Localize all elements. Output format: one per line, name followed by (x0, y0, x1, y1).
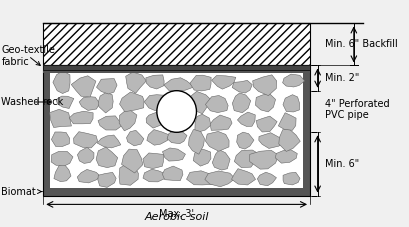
Polygon shape (279, 130, 300, 151)
Polygon shape (210, 115, 232, 130)
Polygon shape (51, 151, 73, 165)
Polygon shape (283, 172, 300, 185)
Polygon shape (53, 71, 70, 94)
Polygon shape (54, 164, 71, 182)
Text: Biomat: Biomat (1, 187, 42, 197)
Polygon shape (49, 109, 72, 128)
Bar (50, 73, 303, 188)
Polygon shape (119, 110, 137, 131)
Text: Min. 6" Backfill: Min. 6" Backfill (325, 39, 398, 49)
Polygon shape (279, 113, 296, 130)
Polygon shape (205, 131, 229, 151)
Text: Min. 6": Min. 6" (325, 159, 360, 169)
Text: Geo-textile
fabric: Geo-textile fabric (1, 45, 55, 67)
Polygon shape (96, 147, 118, 168)
Polygon shape (275, 150, 297, 163)
Polygon shape (250, 150, 279, 169)
Polygon shape (143, 169, 166, 182)
Text: Min. 2": Min. 2" (325, 73, 360, 83)
Polygon shape (69, 111, 93, 124)
Polygon shape (56, 96, 74, 109)
Polygon shape (79, 97, 100, 110)
Polygon shape (98, 172, 116, 187)
Polygon shape (232, 93, 251, 113)
Polygon shape (187, 171, 218, 185)
Polygon shape (43, 23, 310, 65)
Polygon shape (99, 93, 113, 113)
Polygon shape (190, 91, 212, 114)
Polygon shape (77, 147, 94, 163)
Polygon shape (119, 164, 138, 185)
Polygon shape (237, 132, 254, 149)
Polygon shape (238, 112, 255, 126)
Polygon shape (232, 80, 252, 93)
Polygon shape (211, 76, 236, 89)
Polygon shape (255, 93, 276, 112)
Polygon shape (193, 148, 211, 166)
Text: Washed rock: Washed rock (1, 97, 64, 107)
Polygon shape (259, 133, 285, 148)
Polygon shape (119, 92, 144, 112)
Polygon shape (205, 96, 228, 113)
Bar (43, 65, 310, 70)
Text: 4" Perforated
PVC pipe: 4" Perforated PVC pipe (325, 99, 390, 120)
Polygon shape (126, 130, 144, 146)
Polygon shape (283, 95, 300, 112)
Polygon shape (164, 78, 194, 91)
Polygon shape (146, 112, 166, 128)
Polygon shape (256, 116, 277, 132)
Polygon shape (52, 132, 70, 147)
Polygon shape (234, 150, 261, 168)
Polygon shape (167, 130, 187, 144)
Polygon shape (144, 95, 165, 111)
Polygon shape (212, 150, 230, 170)
Polygon shape (77, 169, 100, 183)
Polygon shape (98, 116, 122, 130)
Polygon shape (189, 130, 204, 154)
Polygon shape (231, 169, 256, 185)
Polygon shape (190, 75, 211, 91)
Polygon shape (253, 75, 277, 96)
Polygon shape (97, 135, 121, 148)
Polygon shape (257, 172, 276, 186)
Text: Aerobic soil: Aerobic soil (144, 212, 209, 222)
Bar (43, 65, 310, 73)
Polygon shape (205, 171, 235, 187)
Polygon shape (162, 148, 185, 161)
Polygon shape (121, 149, 143, 173)
Polygon shape (71, 76, 96, 97)
Circle shape (157, 91, 196, 132)
Polygon shape (143, 153, 164, 169)
Polygon shape (195, 114, 211, 131)
Polygon shape (97, 79, 117, 94)
Bar (43, 65, 310, 196)
Text: Max. 3': Max. 3' (159, 209, 194, 219)
Polygon shape (126, 72, 146, 93)
Polygon shape (283, 74, 305, 87)
Polygon shape (74, 132, 98, 148)
Polygon shape (162, 166, 183, 181)
Polygon shape (146, 75, 164, 89)
Polygon shape (147, 130, 169, 145)
